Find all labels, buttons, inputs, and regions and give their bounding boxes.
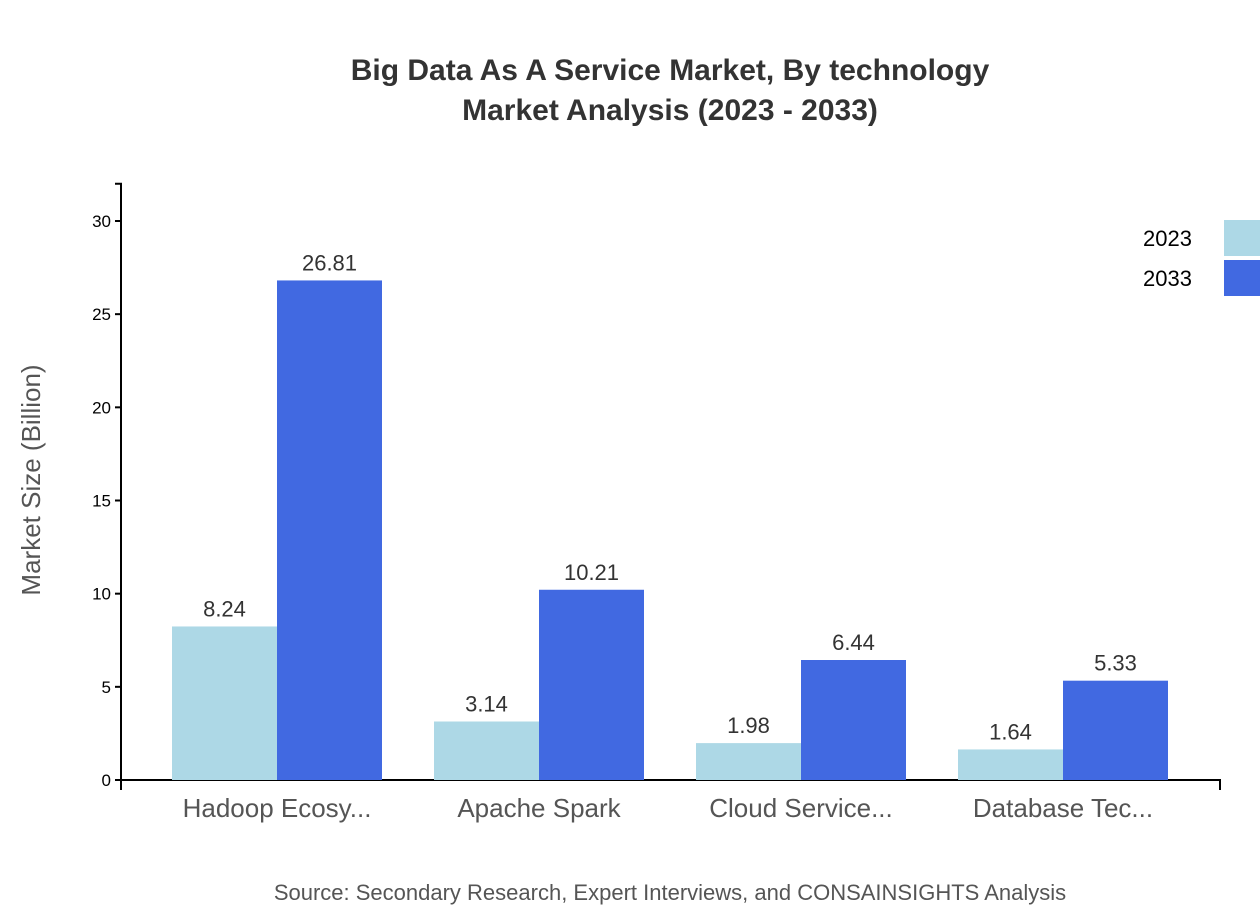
y-tick-label: 25 (92, 305, 111, 324)
x-tick-label: Apache Spark (457, 793, 621, 823)
legend-label: 2033 (1143, 266, 1192, 291)
bar-value-label: 8.24 (203, 596, 246, 621)
bar-value-label: 5.33 (1094, 651, 1137, 676)
bars: 8.24 26.81 3.14 10.21 1.98 6.44 1.64 5.33 (172, 250, 1168, 780)
bar-value-label: 3.14 (465, 691, 508, 716)
bar-value-label: 1.98 (727, 713, 770, 738)
bar-2033 (277, 280, 382, 780)
bar-2023 (958, 749, 1063, 780)
bar-2033 (801, 660, 906, 780)
chart-subtitle: Market Analysis (2023 - 2033) (462, 94, 878, 127)
y-tick-label: 0 (102, 771, 111, 790)
legend-swatch (1224, 220, 1260, 256)
y-tick-label: 20 (92, 398, 111, 417)
legend-swatch (1224, 260, 1260, 296)
y-tick-label: 30 (92, 212, 111, 231)
bar-value-label: 6.44 (832, 630, 875, 655)
bar-2033 (1063, 680, 1168, 780)
bar-value-label: 26.81 (302, 250, 357, 275)
x-tick-label: Cloud Service... (709, 793, 893, 823)
chart-title: Big Data As A Service Market, By technol… (351, 54, 990, 87)
y-axis-label: Market Size (Billion) (16, 364, 46, 595)
bar-2033 (539, 589, 644, 780)
x-tick-label: Database Tec... (973, 793, 1153, 823)
y-axis-line (115, 182, 122, 780)
x-axis: Hadoop Ecosy... Apache Spark Cloud Service… (120, 779, 1221, 823)
bar-value-label: 10.21 (564, 560, 619, 585)
x-axis-line (120, 779, 1221, 790)
legend: 2023 2033 (1143, 220, 1260, 296)
bar-2023 (696, 743, 801, 780)
y-axis: 0 5 10 15 20 25 30 (92, 182, 122, 790)
y-tick-label: 5 (102, 678, 111, 697)
y-tick-label: 10 (92, 585, 111, 604)
bar-value-label: 1.64 (989, 719, 1032, 744)
x-tick-label: Hadoop Ecosy... (183, 793, 372, 823)
legend-label: 2023 (1143, 226, 1192, 251)
bar-2023 (172, 626, 277, 780)
source-note: Source: Secondary Research, Expert Inter… (274, 880, 1066, 905)
bar-2023 (434, 721, 539, 780)
y-tick-label: 15 (92, 492, 111, 511)
